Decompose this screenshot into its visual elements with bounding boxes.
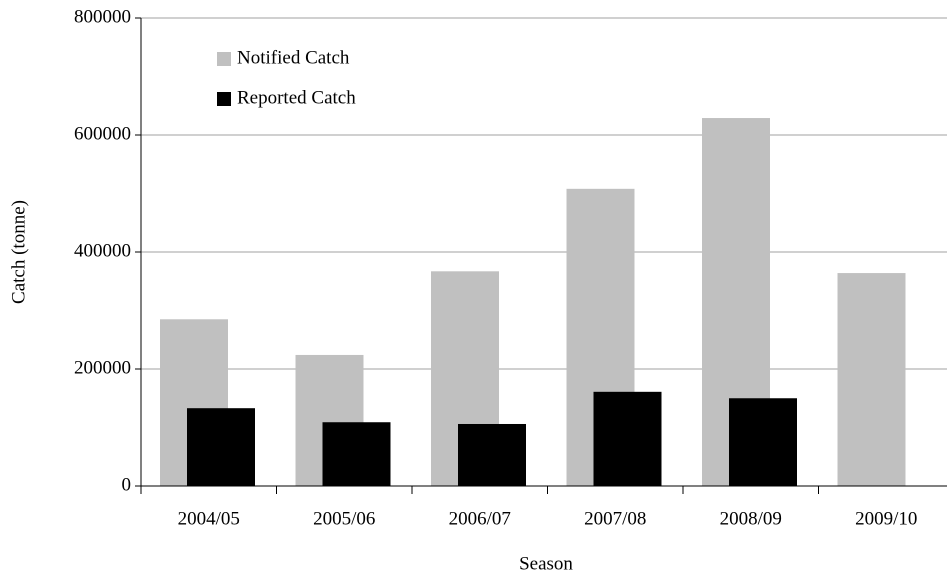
bar bbox=[458, 423, 526, 486]
y-tick-label: 400000 bbox=[74, 240, 131, 261]
y-tick-label: 200000 bbox=[74, 357, 131, 378]
x-tick-label: 2006/07 bbox=[449, 508, 511, 529]
legend-swatch bbox=[217, 92, 231, 106]
bar bbox=[837, 273, 906, 486]
legend-label: Reported Catch bbox=[237, 87, 356, 108]
bar bbox=[593, 391, 662, 486]
y-tick-label: 800000 bbox=[74, 6, 131, 27]
y-tick-label: 600000 bbox=[74, 123, 131, 144]
x-tick-label: 2008/09 bbox=[720, 508, 782, 529]
x-tick-label: 2004/05 bbox=[178, 508, 240, 529]
bar bbox=[187, 408, 255, 486]
x-tick-label: 2005/06 bbox=[313, 508, 375, 529]
x-tick-label: 2009/10 bbox=[855, 508, 917, 529]
bar bbox=[729, 398, 797, 486]
x-tick-label: 2007/08 bbox=[584, 508, 646, 529]
legend-swatch bbox=[217, 52, 231, 66]
y-tick-label: 0 bbox=[122, 474, 132, 495]
legend-label: Notified Catch bbox=[237, 47, 350, 68]
bar bbox=[322, 422, 391, 486]
x-axis-label: Season bbox=[519, 553, 573, 574]
y-axis-label: Catch (tonne) bbox=[8, 200, 29, 304]
